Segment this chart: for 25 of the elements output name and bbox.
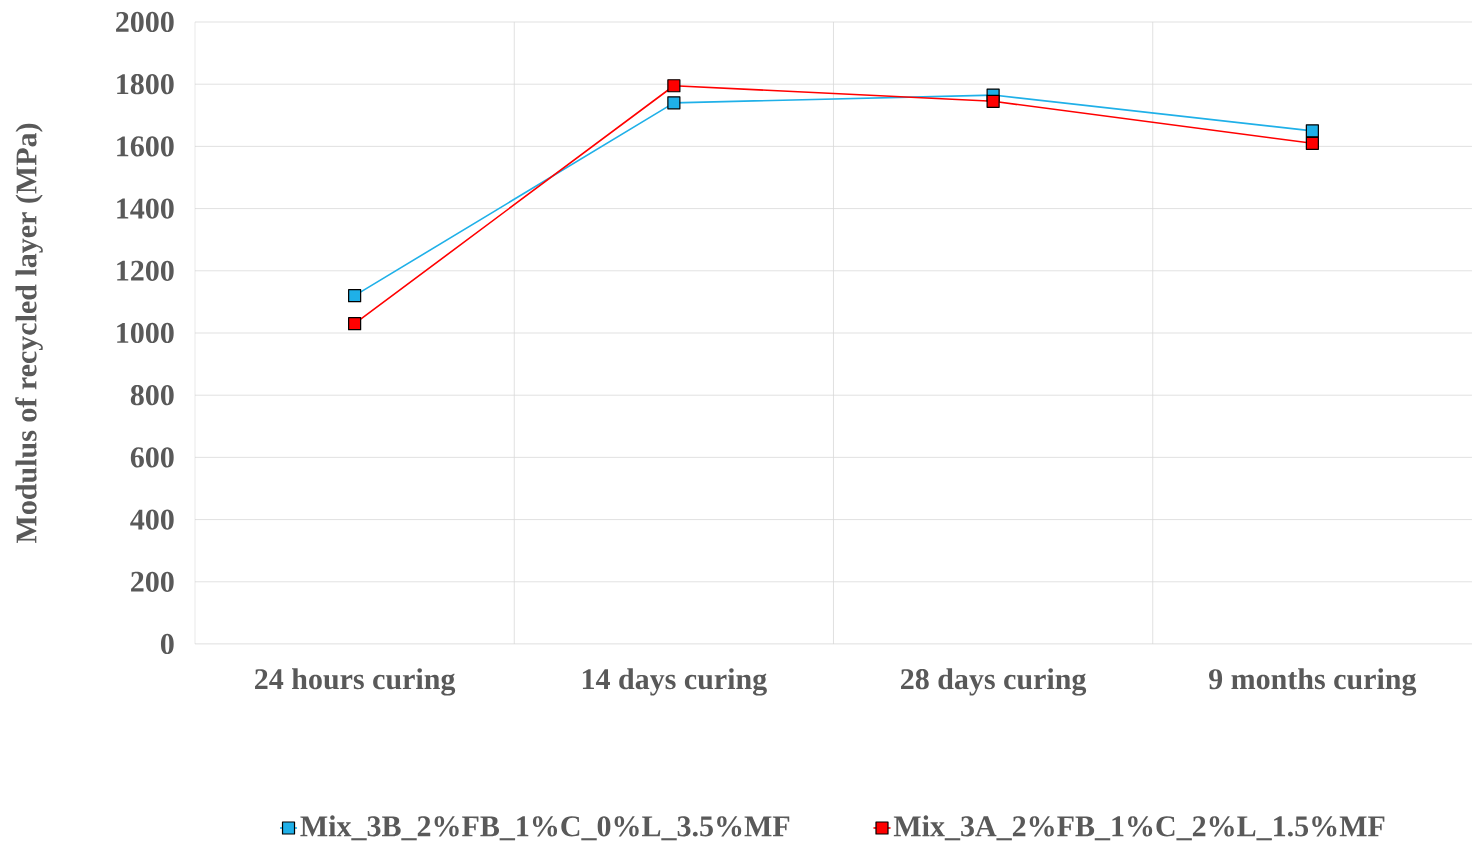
legend-label: Mix_3B_2%FB_1%C_0%L_3.5%MF <box>300 815 790 841</box>
x-tick-label: 28 days curing <box>901 668 1087 696</box>
y-tick-label: 800 <box>130 385 174 406</box>
point <box>1305 136 1319 150</box>
point <box>667 96 681 110</box>
x-tick-label: 24 hours curing <box>255 668 456 696</box>
y-tick-label: 0 <box>160 633 174 655</box>
point <box>348 317 362 331</box>
point <box>348 289 362 303</box>
legend-label: Mix_3A_2%FB_1%C_2%L_1.5%MF <box>893 815 1385 841</box>
x-tick-label: 14 days curing <box>582 668 767 696</box>
y-tick-label: 1000 <box>117 322 174 344</box>
y-tick-label: 1200 <box>117 260 174 281</box>
y-tick-label: 1600 <box>117 136 174 157</box>
y-tick-label: 200 <box>131 571 174 592</box>
x-tick-label: 9 months curing <box>1209 668 1417 696</box>
y-tick-label: 1800 <box>117 74 174 95</box>
point <box>667 79 681 93</box>
y-tick-label: 1400 <box>117 198 174 219</box>
y-tick-label: 2000 <box>116 11 174 33</box>
y-tick-label: 600 <box>130 447 174 468</box>
y-axis-title: Modulus of recycled layer (MPa) <box>15 123 43 543</box>
point <box>1305 124 1319 138</box>
point <box>986 94 1000 108</box>
y-tick-label: 400 <box>130 509 174 530</box>
